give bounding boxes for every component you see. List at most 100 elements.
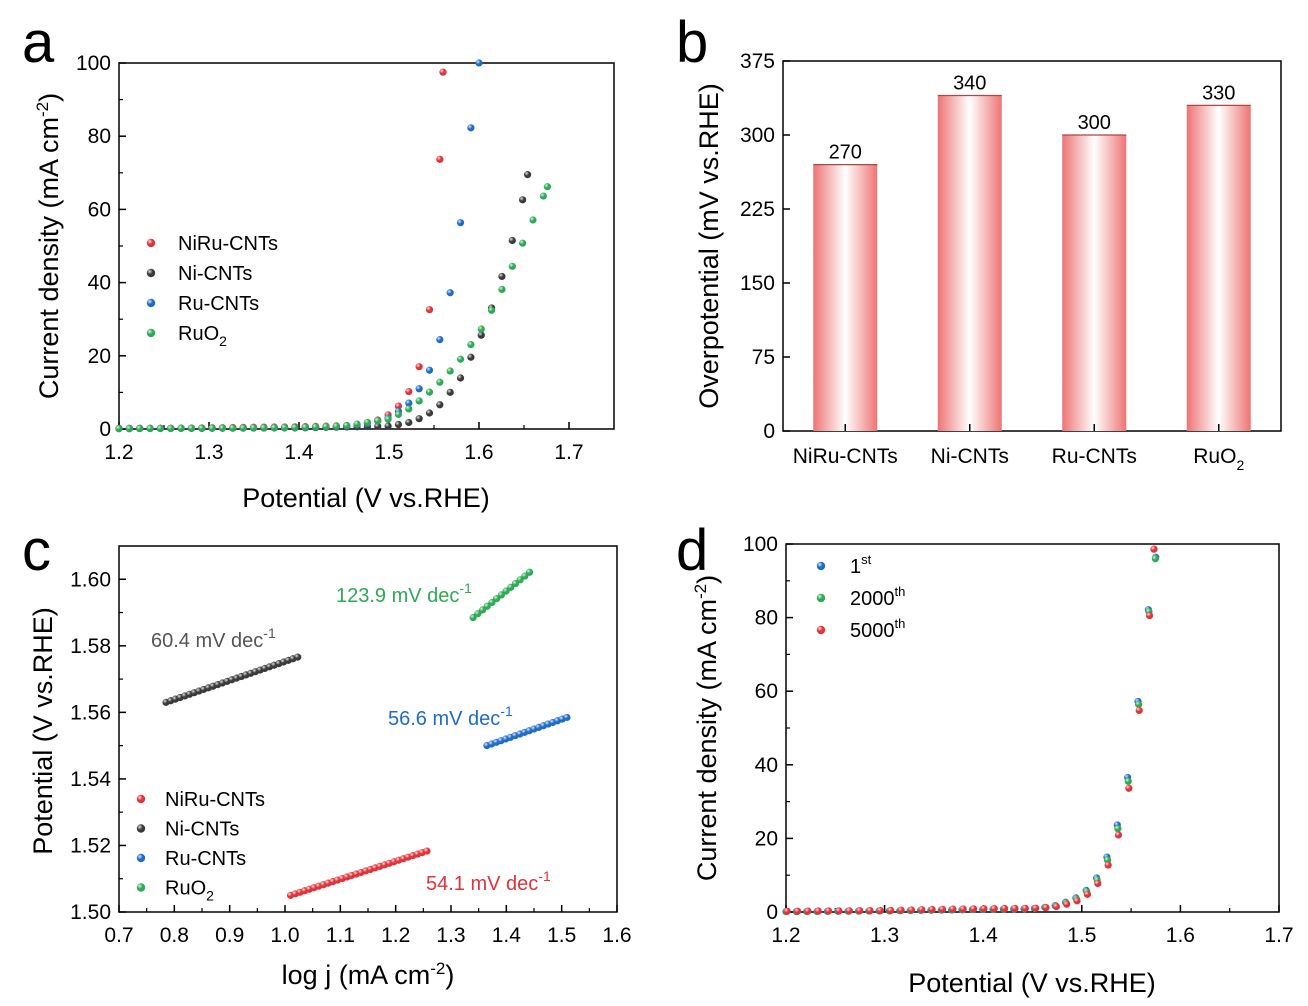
a-point-Ru-CNTs bbox=[415, 385, 423, 393]
c-xtick-label: 1.0 bbox=[270, 924, 299, 947]
c-legend-marker-shine bbox=[136, 883, 146, 892]
a-point-RuO2-shine bbox=[312, 423, 320, 431]
d-point-5000th bbox=[814, 907, 822, 915]
a-point-RuO2 bbox=[529, 216, 537, 224]
panel-b-ticks: 0 75 150 225 300 375 bbox=[740, 50, 790, 443]
panel-c-chart: 0.7 0.8 0.9 1.0 1.1 1.2 1.3 1.4 1.5 1.6 1.50 1.52 1.… bbox=[28, 545, 632, 990]
a-point-RuO2 bbox=[543, 183, 552, 191]
panel-a-ticks: 1.2 1.3 1.4 1.5 1.6 1.7 0 20 40 60 80 100 bbox=[76, 52, 584, 464]
a-point-RuO2 bbox=[187, 424, 196, 432]
a-point-Ru-CNTs bbox=[436, 336, 444, 344]
a-point-RuO2-shine bbox=[332, 422, 340, 430]
a-point-Ru-CNTs-shine bbox=[475, 59, 483, 67]
c-xtick-label: 1.2 bbox=[381, 924, 410, 947]
a-point-RuO2-shine bbox=[498, 285, 506, 294]
a-point-Ni-CNTs bbox=[394, 420, 403, 429]
a-point-RuO2-shine bbox=[405, 405, 413, 413]
a-point-RuO2-shine bbox=[529, 216, 537, 224]
d-point-5000th bbox=[1125, 784, 1133, 792]
d-point-5000th bbox=[980, 905, 988, 913]
a-point-RuO2 bbox=[498, 285, 506, 294]
panel-d-x-axis-label: Potential (V vs.RHE) bbox=[908, 968, 1156, 998]
a-legend-marker-shine bbox=[146, 268, 156, 278]
c-legend-label: Ni-CNTs bbox=[165, 819, 239, 841]
a-legend-marker bbox=[146, 268, 156, 278]
panel-a-x-axis-label: Potential (V vs.RHE) bbox=[242, 483, 490, 513]
a-point-NiRu-CNTs-shine bbox=[405, 387, 413, 396]
a-xtick-label: 1.4 bbox=[284, 441, 314, 464]
a-ytick-label: 40 bbox=[88, 272, 111, 295]
a-legend-marker bbox=[146, 298, 156, 308]
panel-a-y-axis-label: Current density (mA cm-2) bbox=[33, 93, 64, 399]
a-point-Ni-CNTs-shine bbox=[415, 415, 423, 423]
a-point-RuO2 bbox=[115, 425, 123, 433]
a-point-RuO2-shine bbox=[363, 418, 371, 427]
d-point-5000th-shine bbox=[1145, 611, 1154, 620]
d-ytick-label: 60 bbox=[755, 680, 778, 703]
d-legend-label: 5000th bbox=[850, 616, 905, 642]
a-point-Ru-CNTs-shine bbox=[415, 385, 423, 393]
d-point-5000th-shine bbox=[1125, 784, 1133, 792]
a-point-Ni-CNTs bbox=[456, 374, 465, 382]
d-point-5000th-shine bbox=[876, 906, 884, 915]
d-point-5000th-shine bbox=[1094, 879, 1102, 888]
a-legend-label: Ni-CNTs bbox=[178, 263, 252, 285]
d-point-5000th-shine bbox=[783, 907, 791, 915]
a-point-NiRu-CNTs bbox=[425, 306, 434, 314]
c-point-NiRu-CNTs bbox=[423, 847, 431, 855]
a-point-Ru-CNTs bbox=[425, 366, 434, 374]
d-xtick-label: 1.3 bbox=[870, 924, 899, 947]
d-point-5000th bbox=[969, 905, 978, 913]
a-point-Ni-CNTs bbox=[436, 401, 444, 409]
a-point-RuO2-shine bbox=[260, 424, 268, 432]
c-xtick-label: 1.4 bbox=[492, 924, 522, 947]
d-point-5000th bbox=[856, 907, 864, 915]
a-point-RuO2-shine bbox=[519, 239, 527, 247]
d-point-5000th bbox=[1135, 706, 1143, 715]
a-point-Ni-CNTs-shine bbox=[508, 236, 516, 245]
d-point-5000th bbox=[793, 907, 802, 915]
a-point-RuO2-shine bbox=[229, 424, 237, 432]
d-point-5000th bbox=[959, 905, 967, 913]
d-point-2000th-shine bbox=[1135, 700, 1143, 708]
d-point-5000th-shine bbox=[897, 906, 905, 914]
a-point-RuO2 bbox=[136, 424, 144, 433]
a-point-Ni-CNTs-shine bbox=[374, 422, 382, 430]
a-point-NiRu-CNTs bbox=[394, 402, 403, 410]
d-point-5000th bbox=[835, 907, 843, 915]
d-point-5000th-shine bbox=[1021, 904, 1029, 912]
a-point-Ni-CNTs bbox=[498, 272, 506, 281]
a-legend-label: NiRu-CNTs bbox=[178, 233, 278, 255]
c-ytick-label: 1.56 bbox=[70, 701, 111, 724]
a-point-RuO2 bbox=[384, 415, 392, 423]
panel-letter-b: b bbox=[676, 10, 708, 75]
panel-letter-d: d bbox=[676, 518, 708, 583]
b-bar bbox=[1186, 105, 1251, 432]
d-point-5000th-shine bbox=[990, 905, 998, 913]
a-point-Ni-CNTs-shine bbox=[498, 272, 506, 281]
a-point-RuO2-shine bbox=[384, 415, 392, 423]
c-slope-annotation: 56.6 mV dec-1 bbox=[388, 703, 513, 730]
panel-b-bars: 270 NiRu-CNTs 340 Ni-CNTs 300 Ru-CNTs 330 RuO2 bbox=[793, 73, 1251, 473]
d-point-5000th bbox=[804, 907, 812, 915]
a-xtick-label: 1.2 bbox=[104, 441, 133, 464]
a-point-RuO2-shine bbox=[353, 420, 361, 428]
a-point-RuO2-shine bbox=[208, 424, 216, 432]
a-legend-marker-shine bbox=[146, 238, 156, 248]
a-point-RuO2 bbox=[519, 239, 527, 247]
a-point-RuO2 bbox=[332, 422, 340, 430]
d-point-5000th bbox=[1145, 611, 1154, 620]
d-point-5000th-shine bbox=[1063, 900, 1071, 908]
d-point-2000th bbox=[1151, 555, 1159, 563]
d-point-5000th bbox=[1011, 904, 1019, 913]
a-point-RuO2-shine bbox=[467, 341, 475, 349]
c-ytick-label: 1.50 bbox=[70, 901, 111, 924]
a-point-NiRu-CNTs-shine bbox=[415, 363, 423, 371]
b-category-label: Ru-CNTs bbox=[1052, 445, 1137, 468]
a-point-NiRu-CNTs bbox=[439, 68, 447, 76]
c-point-Ru-CNTs-shine bbox=[563, 713, 571, 722]
b-value-label: 330 bbox=[1202, 82, 1235, 104]
d-legend-marker-shine bbox=[816, 561, 826, 571]
d-point-5000th bbox=[907, 906, 916, 914]
a-point-Ni-CNTs bbox=[374, 422, 382, 430]
